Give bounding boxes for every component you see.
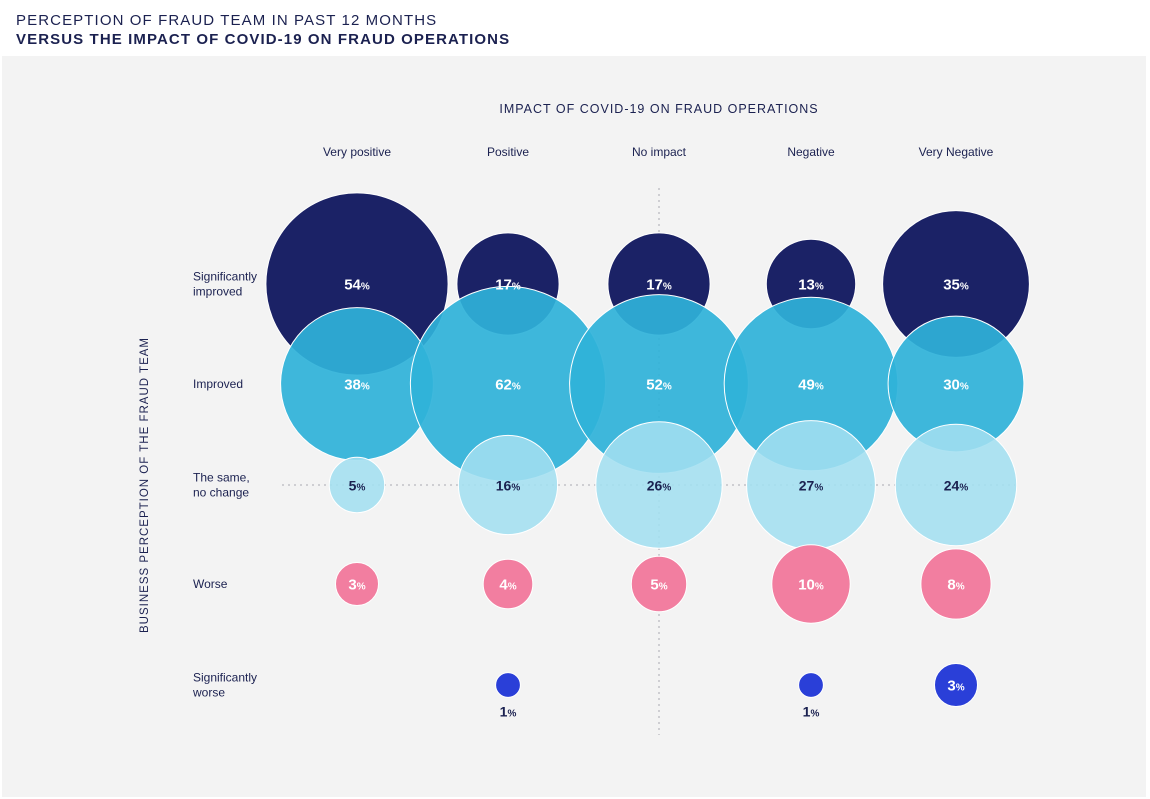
chart-title-box: PERCEPTION OF FRAUD TEAM IN PAST 12 MONT… <box>2 2 522 54</box>
data-label: 1% <box>803 703 820 719</box>
column-label: Very positive <box>323 145 391 159</box>
data-label: 17% <box>495 277 521 294</box>
row-label: Significantly improved <box>193 270 257 299</box>
column-label: Very Negative <box>919 145 994 159</box>
data-label: 17% <box>646 277 672 294</box>
data-label: 26% <box>647 478 672 494</box>
chart-title: PERCEPTION OF FRAUD TEAM IN PAST 12 MONT… <box>16 12 438 29</box>
row-label: Significantly worse <box>192 671 257 700</box>
bubble <box>328 456 386 514</box>
data-label: 54% <box>344 277 370 294</box>
bubble <box>894 423 1018 547</box>
data-label: 27% <box>799 478 824 494</box>
value-labels: 54% 17% 17% 13% 35% 38% 62% 52% 49% 30% 5% 16% 26% 27… <box>344 277 969 720</box>
bubble <box>798 672 824 698</box>
data-label: 4% <box>499 577 516 594</box>
bubble <box>771 544 851 624</box>
data-label: 10% <box>798 577 824 594</box>
data-label: 49% <box>798 377 824 394</box>
data-label: 30% <box>943 377 969 394</box>
y-axis-title: BUSINESS PERCEPTION OF THE FRAUD TEAM <box>139 337 151 633</box>
bubble <box>335 562 379 606</box>
bubble <box>482 558 534 610</box>
data-label: 8% <box>947 577 964 594</box>
chart-subtitle: VERSUS THE IMPACT OF COVID-19 ON FRAUD O… <box>16 31 511 48</box>
data-label: 62% <box>495 377 521 394</box>
row-label: The same, no change <box>193 471 250 500</box>
data-label: 35% <box>943 277 969 294</box>
row-label: Worse <box>193 577 228 591</box>
bubble <box>934 663 978 707</box>
bubble <box>595 421 723 549</box>
bubble <box>495 672 521 698</box>
data-label: 5% <box>349 478 366 494</box>
column-label: Negative <box>787 145 835 159</box>
column-label: Positive <box>487 145 529 159</box>
data-label: 1% <box>500 703 517 719</box>
data-label: 24% <box>944 478 969 494</box>
row-label: Improved <box>193 377 243 391</box>
bubbles <box>265 192 1030 707</box>
bubble <box>920 548 992 620</box>
bubble <box>457 434 559 536</box>
data-label: 16% <box>496 478 521 494</box>
column-label: No impact <box>632 145 687 159</box>
data-label: 52% <box>646 377 672 394</box>
data-label: 3% <box>947 678 964 695</box>
data-label: 3% <box>348 577 365 594</box>
data-label: 5% <box>650 577 667 594</box>
column-labels: Very positive Positive No impact Negative Ve… <box>323 145 994 159</box>
data-label: 13% <box>798 277 824 294</box>
data-label: 38% <box>344 377 370 394</box>
row-labels: Significantly improved Improved The same, no… <box>192 270 257 700</box>
x-axis-title: IMPACT OF COVID-19 ON FRAUD OPERATIONS <box>499 102 818 116</box>
bubble <box>630 555 688 613</box>
